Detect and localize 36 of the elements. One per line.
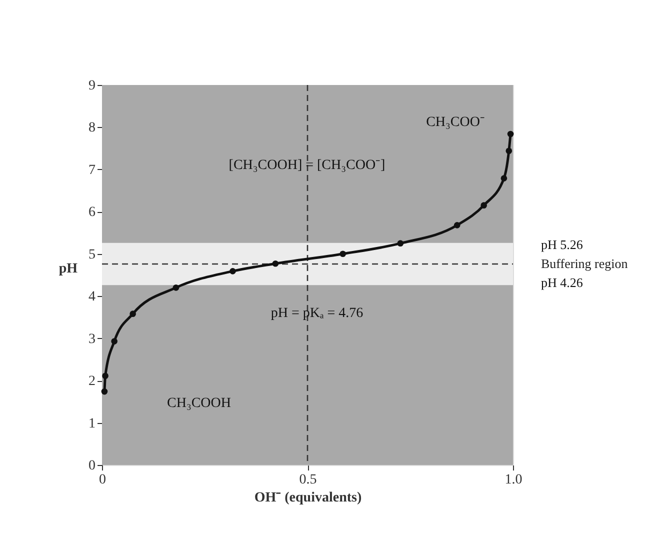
y-tick-label: 5 (88, 247, 96, 262)
x-tick-label: 0 (99, 472, 106, 488)
x-tick-label: 0.5 (299, 472, 317, 488)
y-tick-label: 9 (88, 78, 96, 94)
x-axis-title: OH⁻ (equivalents) (254, 490, 362, 506)
point (506, 148, 512, 154)
point (101, 388, 108, 395)
point (130, 310, 136, 317)
point (397, 240, 404, 246)
annotation: CH₃COO⁻ (426, 114, 485, 130)
point (111, 338, 118, 344)
point (272, 260, 279, 267)
y-axis-title: pH (58, 262, 78, 276)
y-tick-label: 2 (88, 374, 96, 390)
y-tick-label: 4 (88, 290, 96, 305)
point (172, 284, 180, 291)
annotation: CH₃COOH (167, 396, 231, 411)
y-tick-label: 7 (88, 162, 96, 178)
y-tick-label: 3 (88, 332, 96, 347)
y-tick-label: 0 (88, 458, 96, 474)
point (102, 372, 108, 380)
y-tick-label: 1 (88, 416, 96, 432)
point (480, 202, 487, 208)
annotation: pH = pKₐ = 4.76 (270, 306, 364, 321)
text: pH 4.26 (541, 275, 584, 290)
point (500, 175, 508, 182)
point (507, 130, 514, 138)
y-tick-label: 8 (88, 120, 96, 136)
band-label: Buffering region (541, 256, 628, 272)
point (454, 222, 460, 228)
annotation: [CH₃COOH] = [CH₃COO⁻] (228, 158, 386, 173)
text: pH 5.26 (541, 237, 584, 252)
x-tick-label: 1.0 (504, 472, 522, 488)
y-tick-label: 6 (88, 205, 96, 220)
point (340, 250, 346, 258)
point (230, 268, 236, 274)
